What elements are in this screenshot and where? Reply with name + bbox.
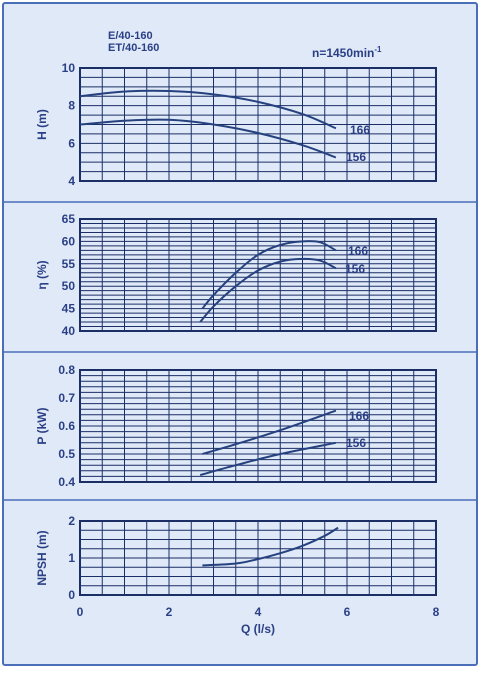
y-tick-label: 0.8 bbox=[58, 363, 75, 377]
plot-border bbox=[79, 218, 437, 332]
y-tick-label: 4 bbox=[68, 174, 75, 188]
series-line-166 bbox=[202, 409, 337, 455]
y-tick-label: 0.7 bbox=[58, 391, 75, 405]
x-tick-label: 2 bbox=[166, 605, 173, 619]
y-tick-label: 8 bbox=[68, 99, 75, 113]
speed-value: n=1450min bbox=[312, 46, 374, 60]
y-tick-label: 50 bbox=[62, 279, 76, 293]
y-tick-label: 55 bbox=[62, 257, 76, 271]
y-tick-label: 65 bbox=[62, 212, 76, 226]
y-tick-label: 0.6 bbox=[58, 419, 75, 433]
x-tick-label: 0 bbox=[77, 605, 84, 619]
y-tick-label: 10 bbox=[62, 61, 76, 75]
y-axis-label: η (%) bbox=[35, 260, 49, 289]
series-label-166: 166 bbox=[350, 123, 370, 137]
series-line-166 bbox=[201, 240, 337, 310]
y-tick-label: 0.5 bbox=[58, 447, 75, 461]
y-tick-label: 2 bbox=[68, 514, 75, 528]
y-axis-label: NPSH (m) bbox=[35, 530, 49, 585]
plot-border bbox=[79, 369, 437, 483]
model-label-2: ET/40-160 bbox=[108, 42, 159, 54]
x-tick-label: 6 bbox=[344, 605, 351, 619]
series-label-166: 166 bbox=[348, 244, 368, 258]
x-tick-label: 4 bbox=[255, 605, 262, 619]
y-tick-label: 6 bbox=[68, 136, 75, 150]
y-tick-label: 60 bbox=[62, 234, 76, 248]
series-line-156 bbox=[199, 441, 337, 476]
series-line-166 bbox=[79, 89, 337, 130]
y-tick-label: 0.4 bbox=[58, 475, 75, 489]
y-tick-label: 40 bbox=[62, 324, 76, 338]
series-line-npsh bbox=[202, 526, 339, 567]
model-label-1: E/40-160 bbox=[108, 30, 153, 42]
y-axis-label: P (kW) bbox=[35, 407, 49, 444]
y-tick-label: 0 bbox=[68, 588, 75, 602]
series-line-156 bbox=[199, 257, 337, 323]
speed-exponent: -1 bbox=[374, 45, 382, 54]
series-line-156 bbox=[79, 118, 337, 159]
x-axis-label: Q (l/s) bbox=[241, 622, 275, 636]
y-tick-label: 1 bbox=[68, 551, 75, 565]
series-label-156: 156 bbox=[345, 262, 365, 276]
x-tick-label: 8 bbox=[433, 605, 440, 619]
y-axis-label: H (m) bbox=[35, 109, 49, 140]
series-label-156: 156 bbox=[346, 150, 366, 164]
speed-label: n=1450min-1 bbox=[312, 45, 382, 60]
plot-border bbox=[79, 520, 437, 596]
series-label-166: 166 bbox=[349, 409, 369, 423]
series-label-156: 156 bbox=[346, 436, 366, 450]
y-tick-label: 45 bbox=[62, 302, 76, 316]
